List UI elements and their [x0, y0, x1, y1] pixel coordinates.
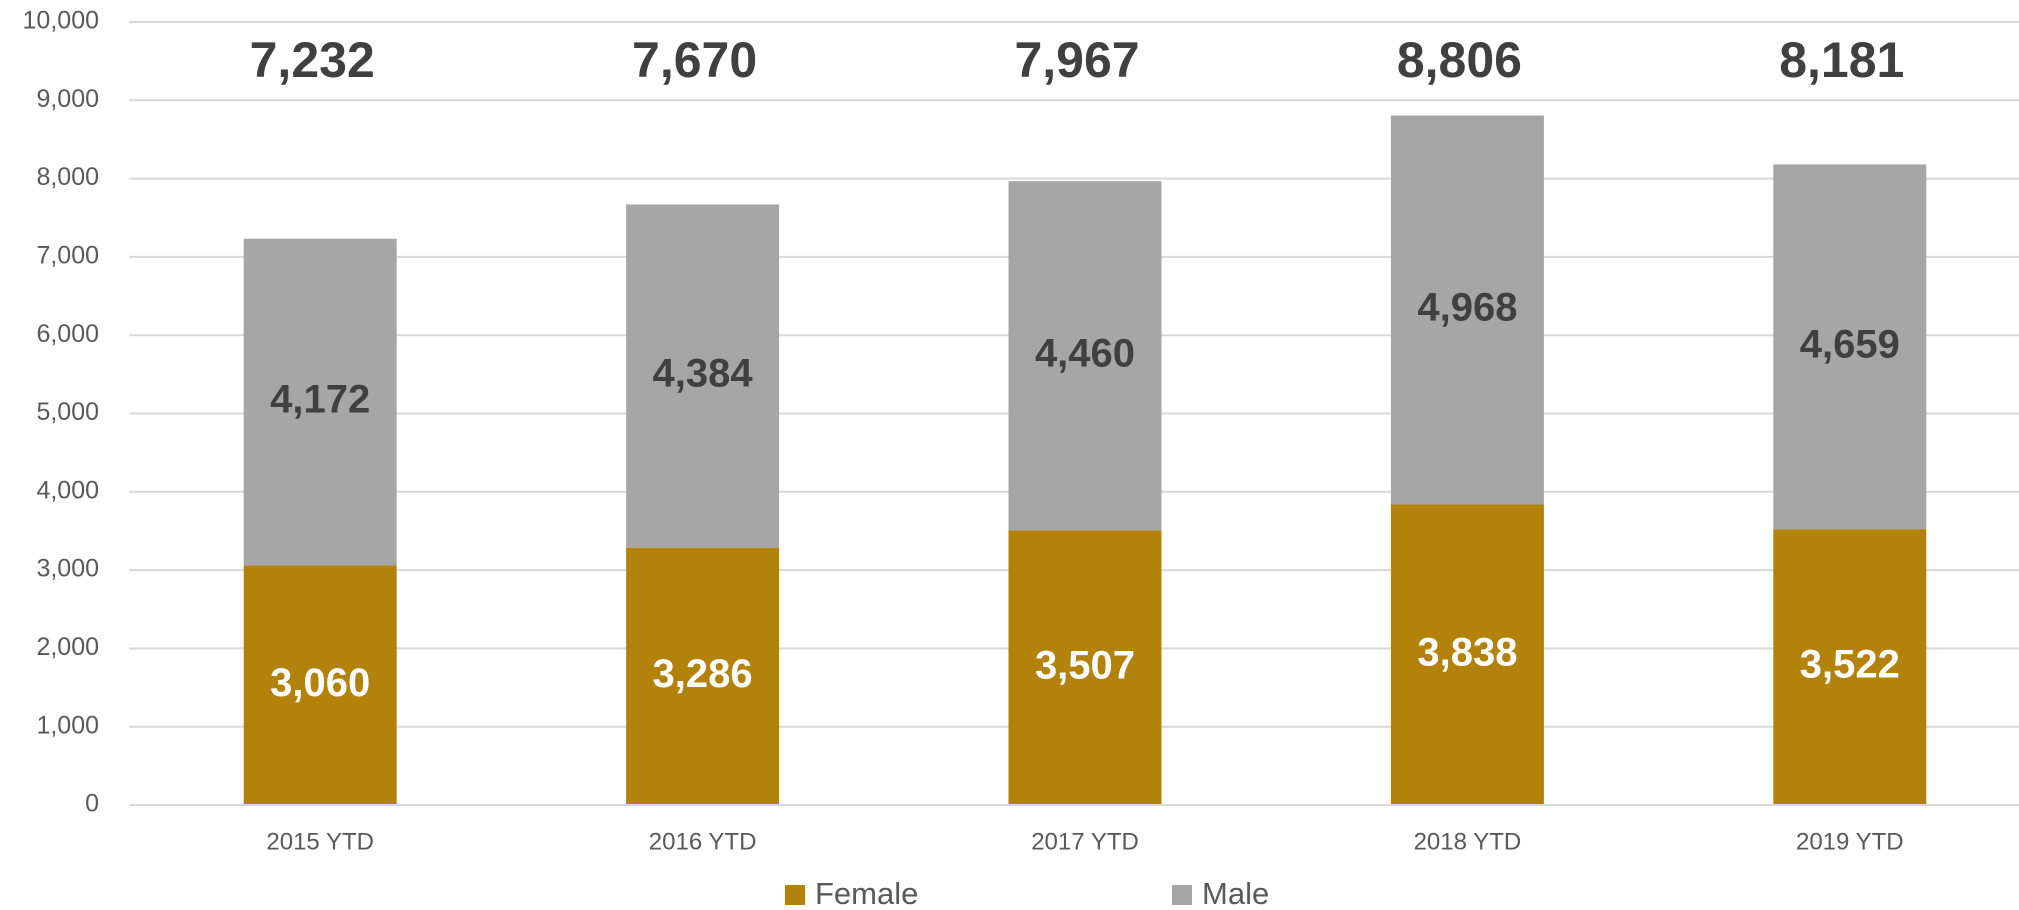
- bar-segment: [243, 238, 397, 566]
- y-tick-label: 1,000: [36, 711, 99, 739]
- bar-segment: [1390, 504, 1544, 805]
- data-label: 4,460: [1035, 331, 1135, 375]
- legend-swatch: [785, 885, 805, 905]
- y-tick-label: 4,000: [36, 476, 99, 504]
- bar-segment: [1008, 530, 1162, 805]
- y-tick-label: 2,000: [36, 633, 99, 661]
- bar-segment: [1390, 115, 1544, 505]
- bar-segment: [626, 204, 780, 548]
- bar-segment: [243, 565, 397, 805]
- bar-segment: [626, 547, 780, 805]
- data-label: 4,968: [1417, 286, 1517, 330]
- legend-swatch: [1172, 885, 1192, 905]
- y-tick-label: 7,000: [36, 242, 99, 270]
- data-label: 4,659: [1800, 322, 1900, 366]
- data-label: 3,507: [1035, 643, 1135, 687]
- y-tick-label: 3,000: [36, 555, 99, 583]
- legend-label: Male: [1202, 876, 1269, 910]
- data-label: 3,060: [270, 661, 370, 705]
- x-tick-label: 2015 YTD: [266, 828, 374, 855]
- total-label: 7,670: [632, 32, 757, 88]
- y-tick-label: 10,000: [23, 7, 99, 35]
- total-label: 8,181: [1779, 32, 1904, 88]
- data-label: 3,838: [1417, 630, 1517, 674]
- data-label: 3,286: [653, 652, 753, 696]
- data-label: 4,172: [270, 378, 370, 422]
- bar-segment: [1008, 181, 1162, 531]
- y-tick-label: 9,000: [36, 85, 99, 113]
- y-tick-label: 5,000: [36, 398, 99, 426]
- y-tick-label: 6,000: [36, 320, 99, 348]
- x-tick-label: 2018 YTD: [1414, 828, 1522, 855]
- legend-label: Female: [815, 876, 918, 910]
- data-label: 3,522: [1800, 643, 1900, 687]
- bar-segment: [1773, 529, 1927, 805]
- x-tick-label: 2019 YTD: [1796, 828, 1904, 855]
- y-tick-label: 0: [85, 790, 99, 818]
- x-tick-label: 2016 YTD: [649, 828, 757, 855]
- y-tick-label: 8,000: [36, 163, 99, 191]
- x-tick-label: 2017 YTD: [1031, 828, 1139, 855]
- total-label: 7,967: [1014, 32, 1139, 88]
- bar-segment: [1773, 164, 1927, 530]
- total-label: 8,806: [1397, 32, 1522, 88]
- total-label: 7,232: [250, 32, 375, 88]
- data-label: 4,384: [653, 352, 754, 396]
